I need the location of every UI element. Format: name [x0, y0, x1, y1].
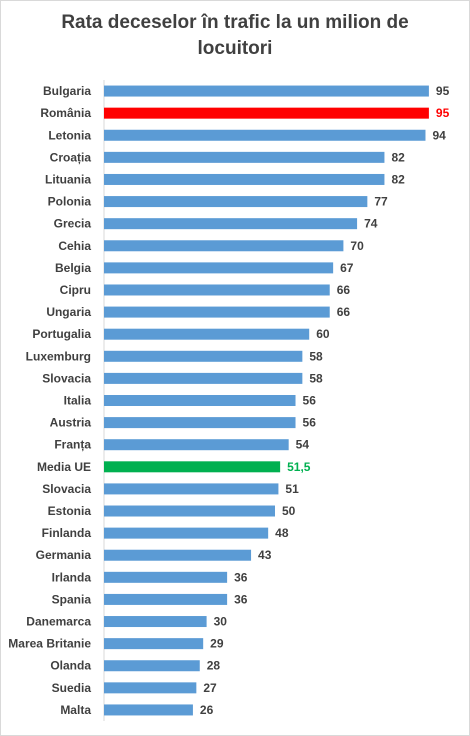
category-label: Austria	[50, 416, 92, 430]
category-label: Slovacia	[42, 371, 91, 385]
bar	[104, 417, 296, 429]
category-label: Croația	[50, 150, 92, 164]
data-label: 67	[340, 261, 354, 275]
category-label: Cipru	[60, 283, 91, 297]
bar	[104, 306, 330, 318]
data-label: 70	[350, 239, 364, 253]
bar	[104, 483, 279, 495]
bar	[104, 461, 281, 473]
category-label: Grecia	[54, 217, 92, 231]
bar	[104, 682, 197, 694]
category-label: Lituania	[45, 172, 91, 186]
data-label: 95	[436, 84, 450, 98]
bar	[104, 571, 228, 583]
bar	[104, 395, 296, 406]
data-label: 66	[337, 305, 351, 319]
data-label: 28	[207, 659, 221, 673]
category-label: Estonia	[48, 504, 92, 518]
category-label: Finlanda	[42, 526, 92, 540]
category-label: Ungaria	[46, 305, 91, 319]
category-label: Media UE	[37, 460, 91, 474]
bar	[104, 173, 385, 185]
data-label: 66	[337, 283, 351, 297]
category-label: Suedia	[52, 681, 92, 695]
data-label: 36	[234, 570, 248, 584]
data-label: 51	[285, 482, 299, 496]
category-label: Franța	[54, 438, 91, 452]
bar	[104, 328, 310, 340]
category-label: Spania	[52, 592, 92, 606]
data-label: 95	[436, 106, 450, 120]
bar	[104, 372, 303, 384]
category-label: Olanda	[50, 659, 91, 673]
data-label: 29	[210, 637, 224, 651]
bar	[104, 660, 200, 672]
chart-title-line-2: locuitori	[197, 38, 273, 59]
bar	[104, 704, 193, 716]
category-label: Marea Britanie	[8, 637, 91, 651]
chart-title: Rata deceselor în trafic la un milion de…	[0, 10, 470, 62]
data-label: 77	[374, 195, 388, 209]
data-label: 30	[214, 615, 228, 629]
category-label: Malta	[60, 703, 91, 717]
category-label: Portugalia	[32, 327, 91, 341]
data-label: 36	[234, 592, 248, 606]
bar	[104, 85, 429, 97]
category-label: Bulgaria	[43, 84, 91, 98]
data-label: 94	[432, 128, 446, 142]
bar	[104, 350, 303, 362]
data-label: 51,5	[287, 460, 311, 474]
data-label: 56	[303, 416, 317, 430]
bar	[104, 196, 368, 208]
category-label: Cehia	[58, 239, 91, 253]
bar	[104, 505, 275, 517]
data-label: 56	[303, 394, 317, 408]
bar	[104, 151, 385, 163]
data-label: 43	[258, 548, 272, 562]
category-label: Belgia	[55, 261, 91, 275]
data-label: 60	[316, 327, 330, 341]
category-label: Polonia	[48, 195, 92, 209]
category-label: Danemarca	[26, 615, 91, 629]
category-label: Italia	[64, 394, 92, 408]
category-label: Irlanda	[52, 570, 92, 584]
data-label: 82	[391, 172, 405, 186]
bar	[104, 527, 269, 539]
chart-title-line-1: Rata deceselor în trafic la un milion de	[61, 12, 409, 33]
bar	[104, 262, 334, 274]
bar	[104, 240, 344, 252]
data-label: 82	[391, 150, 405, 164]
data-label: 74	[364, 217, 378, 231]
data-label: 48	[275, 526, 289, 540]
data-label: 58	[309, 349, 323, 363]
bar	[104, 284, 330, 296]
data-label: 58	[309, 371, 323, 385]
bar	[104, 129, 426, 141]
category-label: Luxemburg	[26, 349, 91, 363]
category-label: Germania	[36, 548, 92, 562]
category-label: Slovacia	[42, 482, 91, 496]
category-label: Letonia	[48, 128, 91, 142]
data-label: 26	[200, 703, 214, 717]
data-label: 27	[203, 681, 217, 695]
bar	[104, 549, 252, 561]
category-label: România	[40, 106, 91, 120]
bar	[104, 218, 358, 230]
data-label: 54	[296, 438, 310, 452]
data-label: 50	[282, 504, 296, 518]
bar	[104, 638, 204, 650]
bar	[104, 439, 289, 451]
bar	[104, 593, 228, 605]
bar	[104, 107, 429, 119]
bar	[104, 616, 207, 628]
